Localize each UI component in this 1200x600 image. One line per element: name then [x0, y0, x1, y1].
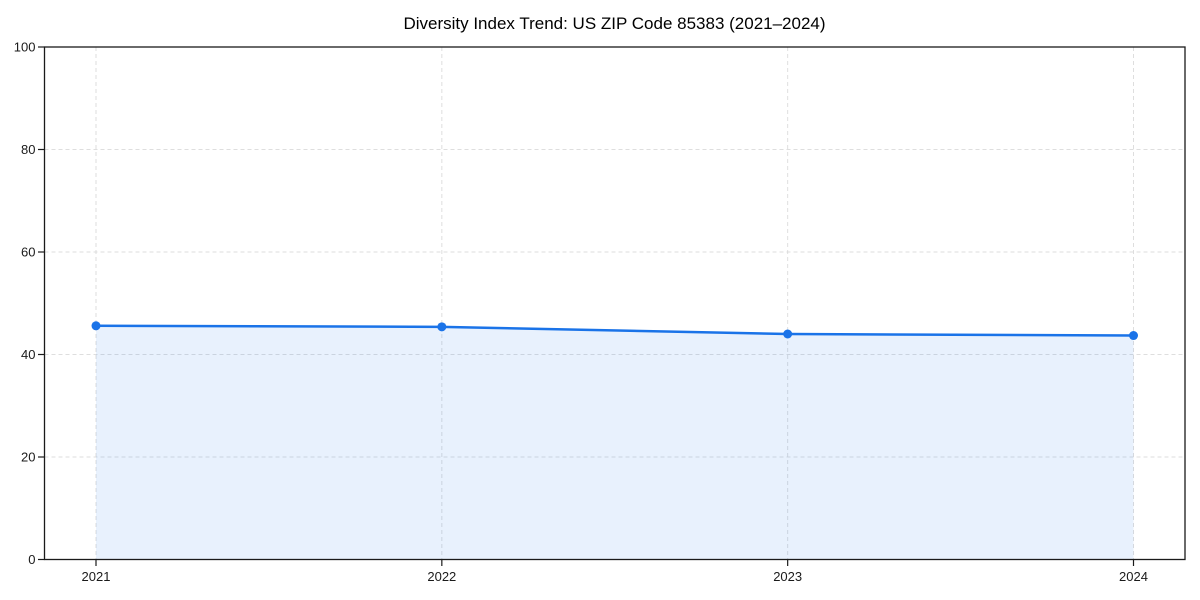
- y-tick-label: 40: [21, 347, 35, 362]
- x-tick-label: 2022: [427, 569, 456, 584]
- data-point-2022: [437, 322, 447, 332]
- chart-title: Diversity Index Trend: US ZIP Code 85383…: [403, 14, 826, 33]
- trend-line: [94, 324, 1135, 337]
- y-tick-label: 0: [28, 552, 35, 567]
- x-tick-label: 2021: [82, 569, 111, 584]
- data-point-2021: [91, 321, 101, 331]
- y-tick-label: 100: [14, 40, 36, 55]
- x-tick-label: 2024: [1119, 569, 1148, 584]
- plot-border: [43, 46, 1186, 561]
- x-tick-label: 2023: [773, 569, 802, 584]
- data-point-2023: [783, 329, 793, 339]
- area-fill: [96, 325, 1134, 560]
- y-tick-label: 20: [21, 450, 35, 465]
- data-point-2024: [1129, 331, 1138, 341]
- y-tick-label: 60: [21, 245, 35, 260]
- y-tick-label: 80: [21, 142, 35, 157]
